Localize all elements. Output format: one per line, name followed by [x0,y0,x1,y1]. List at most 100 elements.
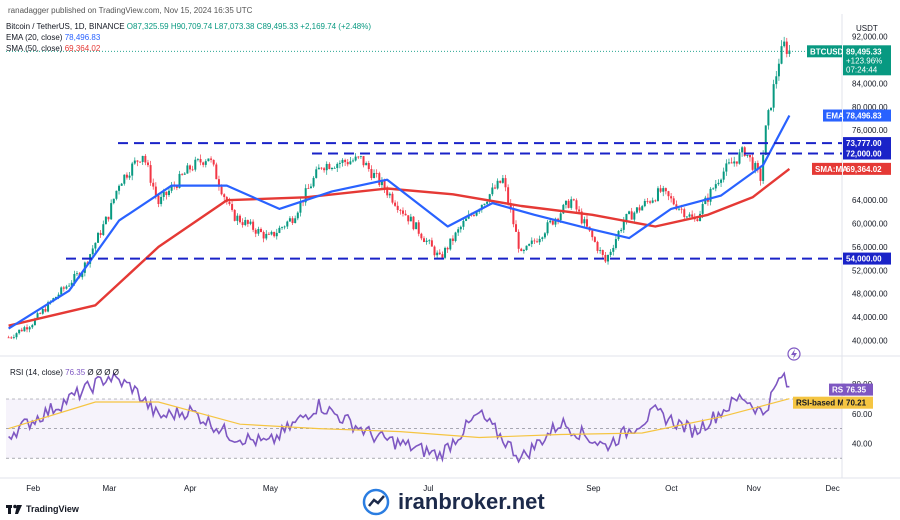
candle-body [733,161,736,164]
candle-body [628,211,631,214]
rsi-legend[interactable]: RSI (14, close) 76.35 Ø Ø Ø Ø [10,368,119,377]
candle-body [457,229,460,233]
tag-rsima-name-bg [793,396,843,409]
candle-body [333,167,336,169]
candle-body [649,201,652,203]
candle-body [401,210,404,214]
candle-body [60,287,63,295]
candle-body [533,240,536,242]
candle-body [68,285,71,287]
month-label-feb: Feb [26,484,40,493]
candle-body [538,238,541,243]
candle-body [783,41,786,47]
candle-body [396,205,399,210]
candle-body [262,232,265,239]
ema-legend[interactable]: EMA (20, close) 78,496.83 [6,33,100,42]
candle-body [596,241,599,251]
candle-body [233,209,236,221]
candle-body [659,188,662,192]
price-tick-label: 92,000.00 [852,33,888,42]
candle-body [446,247,449,250]
month-label-jul: Jul [423,484,433,493]
watermark-logo-icon [362,488,390,516]
candle-body [643,200,646,207]
symbol-line: Bitcoin / TetherUS, 1D, BINANCE O87,325.… [6,22,371,31]
candle-body [717,182,720,185]
candle-body [136,160,139,162]
candle-body [152,182,155,187]
tag-sma-price-bg [843,162,891,175]
candle-body [543,233,546,238]
candle-body [441,254,444,258]
price-tick-label: 76,000.00 [852,126,888,135]
candle-body [141,155,144,162]
candle-body [714,184,717,189]
candle-body [388,193,391,196]
candle-body [107,216,110,220]
candle-body [378,173,381,186]
candle-body [549,220,552,223]
tag-73777-bg [843,137,891,150]
tag-72000-bg [843,147,891,160]
candle-body [667,191,670,197]
candle-body [325,163,328,171]
candle-body [770,107,773,111]
candle-body [186,165,189,174]
sma-line [8,167,791,327]
candle-body [601,250,604,255]
candle-body [638,207,641,211]
candle-body [515,224,518,232]
candle-body [62,287,65,289]
candle-body [412,216,415,230]
candle-body [748,154,751,158]
tag-sma-name: SMA:MA [815,165,848,174]
tag-ema-price-bg [843,109,891,122]
candle-body [236,215,239,221]
tag-rsima-value: 70.21 [846,399,867,408]
candle-body [777,63,780,77]
candle-body [407,215,410,222]
candle-body [438,252,441,255]
candle-body [270,231,273,235]
candle-body [614,239,617,248]
tag-rsi-name: RSI [832,386,845,395]
candle-body [462,220,465,227]
candle-body [433,246,436,256]
candle-body [720,179,723,183]
month-label-nov: Nov [747,484,761,493]
candle-body [189,165,192,170]
tag-54000-bg [843,252,891,265]
candle-body [696,219,699,222]
candle-body [391,193,394,203]
candle-body [425,240,428,242]
candle-body [507,187,510,204]
candle-body [254,229,257,234]
candle-body [454,232,457,241]
candle-body [459,226,462,230]
candle-body [228,201,231,205]
candle-body [118,185,121,191]
candle-body [656,188,659,201]
candle-body [559,213,562,221]
candle-body [727,162,730,164]
symbol-name[interactable]: Bitcoin / TetherUS, 1D, BINANCE [6,22,125,31]
candle-body [102,224,105,235]
candle-body [583,219,586,224]
candle-body [183,173,186,175]
rsi-tick-label: 60.00 [852,410,873,419]
candle-body [365,163,368,166]
candle-body [223,194,226,198]
month-label-oct: Oct [665,484,678,493]
candle-body [260,228,263,233]
candle-body [685,216,688,218]
candle-body [323,168,326,171]
candle-body [472,215,475,216]
candle-body [380,180,383,186]
candle-body [149,165,152,183]
lightning-icon [787,347,801,361]
tradingview-logo[interactable]: TradingView [6,504,79,514]
candle-body [423,238,425,242]
candle-body [91,248,94,255]
sma-legend[interactable]: SMA (50, close) 69,364.02 [6,44,100,53]
